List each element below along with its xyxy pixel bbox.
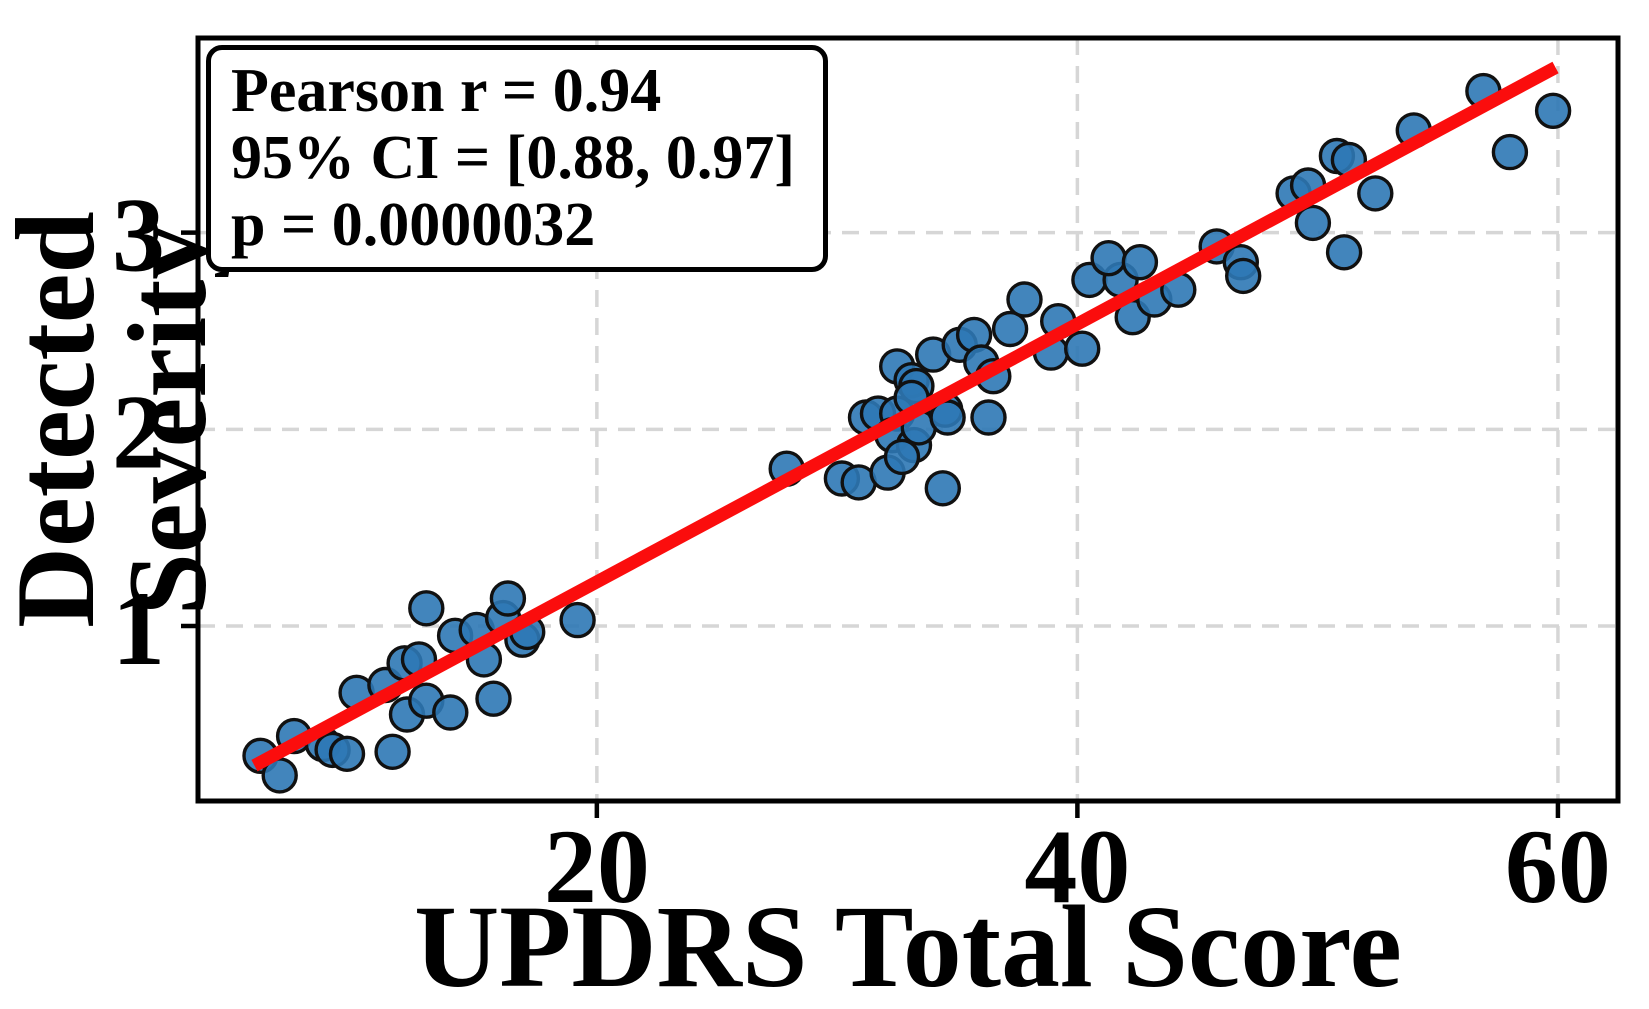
scatter-point (1325, 234, 1363, 271)
axes-spines (195, 35, 1621, 804)
pearson-r-text: Pearson r = 0.94 (231, 57, 662, 125)
scatter-point (1534, 92, 1572, 130)
x-tick-label-40: 40 (1024, 808, 1130, 925)
scatter-point (432, 694, 469, 731)
y-tick-label-3: 3 (112, 177, 165, 294)
scatter-point (1224, 257, 1262, 295)
x-axis-label: UPDRS Total Score (414, 881, 1402, 1009)
scatter-point (374, 733, 411, 770)
scatter-point (970, 399, 1007, 436)
confidence-interval-text: 95% CI = [0.88, 0.97] (231, 124, 796, 192)
y-axis-label: Detected Severity (0, 211, 230, 628)
scatter-point (1294, 204, 1332, 242)
y-tick-label-2: 2 (112, 373, 165, 490)
scatter-point (408, 590, 445, 627)
scatter-point (1006, 281, 1043, 318)
scatter-point (1491, 133, 1529, 171)
scatter-point (991, 310, 1029, 348)
x-tick-label-60: 60 (1505, 808, 1611, 925)
y-tick-label-1: 1 (112, 570, 165, 687)
scatter-point (489, 580, 527, 617)
scatter-point (883, 438, 921, 476)
p-value-text: p = 0.0000032 (231, 191, 596, 259)
scatter-point (559, 601, 596, 639)
scatter-point (475, 680, 512, 717)
x-tick-label-20: 20 (544, 808, 650, 925)
scatter-point (1121, 244, 1159, 281)
scatter-point (924, 470, 961, 507)
scatter-point (1357, 175, 1394, 212)
scatter-point (1090, 240, 1127, 277)
scatter-point (328, 735, 366, 772)
scatter-point (1063, 330, 1101, 367)
trend-line (251, 61, 1559, 772)
stats-annotation-box: Pearson r = 0.94 95% CI = [0.88, 0.97] p… (206, 45, 828, 272)
